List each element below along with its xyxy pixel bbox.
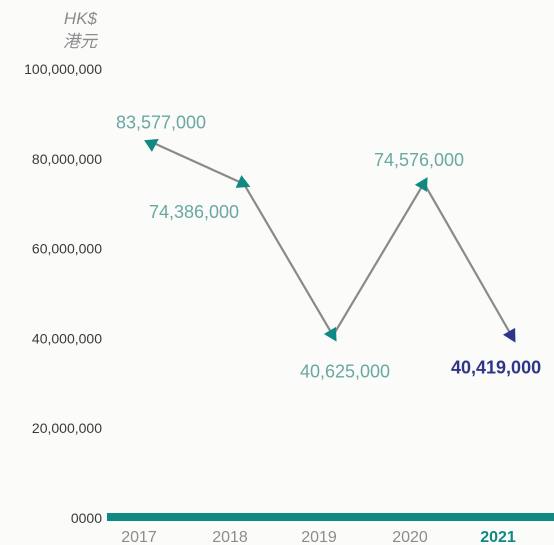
y-tick-label: 40,000,000 [32,330,102,346]
data-label: 74,576,000 [374,150,464,170]
y-tick-label: 20,000,000 [32,420,102,436]
data-marker [323,326,337,342]
data-marker [502,327,516,343]
x-tick-label: 2021 [480,529,516,545]
x-tick-label: 2019 [301,529,337,545]
y-tick-label: 100,000,000 [24,61,102,77]
data-label: 74,386,000 [149,202,239,222]
series-line [152,141,513,338]
data-marker [414,177,428,192]
y-tick-label: 0000 [71,510,102,526]
data-label: 40,419,000 [451,358,541,378]
data-label: 83,577,000 [116,113,206,133]
x-tick-label: 2018 [212,529,248,545]
data-markers [144,138,516,343]
x-axis-baseline [107,513,554,521]
data-label: 40,625,000 [300,362,390,382]
unit-label-zh: 港元 [63,32,99,51]
data-marker [235,175,251,188]
y-tick-label: 60,000,000 [32,241,102,257]
y-tick-label: 80,000,000 [32,151,102,167]
x-axis: 2017 2018 2019 2020 2021 [121,529,516,545]
y-axis: 0000 20,000,000 40,000,000 60,000,000 80,000… [24,61,102,526]
x-tick-label: 2017 [121,529,157,545]
x-tick-label: 2020 [392,529,428,545]
data-marker [144,138,159,152]
data-labels: 83,577,000 74,386,000 40,625,000 74,576,000… [116,113,541,382]
unit-label-en: HK$ [64,9,98,28]
